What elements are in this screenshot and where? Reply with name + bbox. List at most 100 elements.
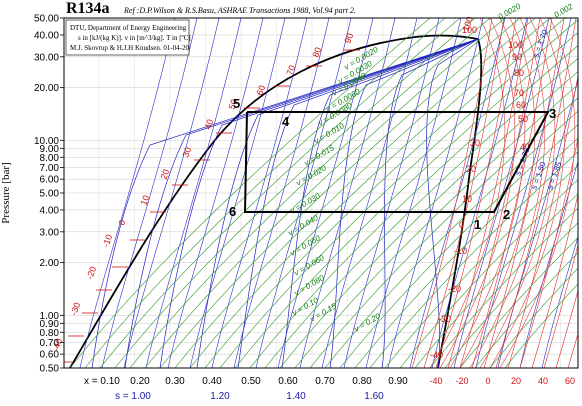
cycle-label-5: 5: [233, 96, 240, 111]
isotherm-label: 0: [116, 219, 127, 227]
isotherm-vapour-line: [471, 18, 553, 368]
isotherm-label-vapour: -20: [448, 284, 461, 294]
isotherm-label-high: 100: [508, 40, 523, 50]
isotherm-label: 80: [310, 46, 323, 59]
isentrope-line: [101, 18, 198, 368]
cycle-label-3: 3: [549, 106, 556, 121]
isochore-line: [159, 18, 521, 368]
y-tick-label: 0.50: [40, 364, 60, 375]
quality-line: [237, 38, 479, 368]
isentrope-line: [519, 160, 578, 368]
x-quality-label: 0.90: [388, 376, 408, 387]
x-temperature-label: 0: [485, 376, 490, 386]
quality-line: [91, 38, 479, 368]
isochore-line: [84, 18, 446, 368]
isotherm-vapour-line: [567, 332, 578, 368]
x-temperature-label: 40: [538, 376, 548, 386]
isochore-line: [444, 222, 578, 368]
property-lines: [64, 18, 578, 368]
isochore-line: [294, 84, 578, 368]
y-axis: 0.50 0.600.700.800.901.00 2.00 3.00 4.00 5.00…: [34, 14, 64, 375]
y-tick-label: 0.90: [40, 319, 60, 330]
isentrope-line: [343, 18, 440, 368]
isotherm-label: -10: [100, 233, 114, 249]
y-tick-label: 9.00: [40, 144, 60, 155]
isotherm-vapour-line: [483, 18, 565, 368]
isentrope-line: [431, 18, 528, 368]
isotherm-vapour-line: [531, 192, 578, 368]
x-temperature-label: 20: [511, 376, 521, 386]
isentrope-line: [277, 18, 374, 368]
x-temperature-label: -40: [429, 376, 442, 386]
isochore-line: [324, 110, 578, 368]
y-tick-label: 5.00: [40, 189, 60, 200]
isotherm-curve: [459, 18, 536, 368]
isentrope-line: [321, 18, 418, 368]
x-entropy-label: 1.20: [210, 391, 230, 402]
quality-line: [381, 38, 479, 368]
isentrope-line: [167, 18, 264, 368]
y-tick-label: 20.00: [34, 83, 59, 94]
x-quality-label: 0.60: [278, 376, 298, 387]
isotherm-vapour-line: [423, 18, 505, 368]
isotherm-label-vapour: 0: [459, 220, 464, 230]
isochore-line: [114, 18, 476, 368]
isotherm-label: 70: [284, 64, 297, 77]
saturated-liquid-line: [69, 34, 479, 368]
isochore-line: [144, 18, 506, 368]
isotherm-label: -20: [84, 265, 98, 281]
isentrope-line: [409, 18, 506, 368]
isotherm-label: 10: [138, 194, 151, 207]
x-quality-label: x = 0.10: [84, 376, 120, 387]
isochore-line: [264, 58, 578, 368]
isotherm-label-high: 90: [512, 52, 522, 62]
y-tick-label: 1.00: [40, 311, 60, 322]
isotherm-label: 100: [460, 15, 475, 33]
cycle-labels: 1 2 3 4 5 6: [229, 96, 556, 232]
isotherm-label: 60: [254, 84, 267, 97]
isochore-line: [99, 18, 461, 368]
isochore-line: [189, 18, 551, 368]
isochore-line: [309, 97, 578, 368]
x-entropy-label: s = 1.00: [115, 391, 151, 402]
x-temperature-label: -20: [455, 376, 468, 386]
isochore-line: [174, 18, 536, 368]
isotherm-label: 50: [226, 98, 239, 111]
isochore-line: [279, 71, 578, 368]
isotherm-vapour-line: [459, 18, 541, 368]
isochore-line: [249, 45, 578, 368]
y-tick-label: 6.00: [40, 175, 60, 186]
cycle-label-4: 4: [282, 114, 290, 129]
isotherm-label: 40: [202, 118, 215, 131]
isochore-line: [69, 18, 431, 368]
isotherm-label-vapour: -10: [454, 246, 467, 256]
info-line-3: M.J. Skovrup & H.J.H Knudsen. 01-04-20: [70, 44, 190, 52]
info-box: DTU, Department of Energy Engineering s …: [65, 19, 191, 56]
isentrope-line: [497, 78, 578, 368]
cycle-label-1: 1: [474, 217, 481, 232]
isotherm-curve: [499, 18, 576, 368]
isochore-line: [369, 151, 578, 368]
y-tick-label: 2.00: [40, 258, 60, 269]
isotherm-label: -40: [50, 337, 64, 353]
isentrope-line: [189, 18, 286, 368]
isentrope-line: [79, 18, 176, 368]
isochore-line: [129, 18, 491, 368]
y-tick-label: 50.00: [34, 14, 59, 25]
isochore-line: [354, 137, 578, 368]
isentrope-line: [233, 18, 330, 368]
isotherm-label: -30: [68, 301, 82, 317]
isotherm-curve: [449, 18, 526, 368]
isotherm-curve: [479, 18, 556, 368]
isentrope-line: [387, 18, 484, 368]
isotherm-label-vapour: -40: [430, 350, 443, 360]
isotherm-vapour-line: [543, 243, 578, 368]
quality-line: [196, 38, 479, 368]
isotherm-label-high: 70: [514, 88, 524, 98]
x-quality-label: 0.30: [165, 376, 185, 387]
quality-line: [159, 38, 479, 368]
isotherm-label-high: 40: [520, 142, 530, 152]
isotherm-label-high: 80: [514, 68, 524, 78]
